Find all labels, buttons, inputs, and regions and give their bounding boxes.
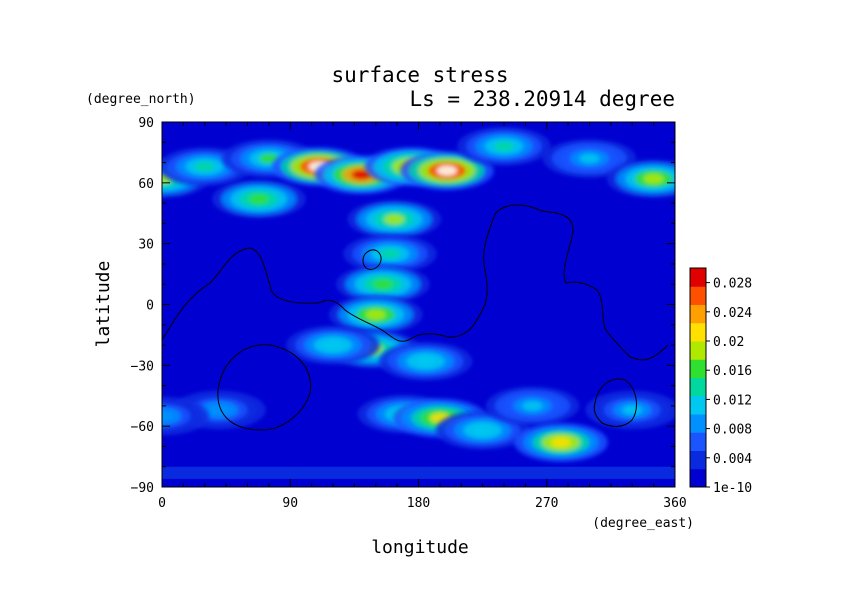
x-axis-label: longitude <box>371 537 469 558</box>
heatmap-plot-area: 0 90 180 270 360 90 60 30 0 −30 −60 −90 <box>131 116 687 511</box>
colorbar-frame <box>689 267 707 488</box>
colorbar-segment <box>690 286 706 305</box>
colorbar-tick-label: 0.02 <box>713 335 744 350</box>
heatmap-cell <box>485 386 580 426</box>
heatmap-cell <box>585 390 675 430</box>
y-tick-label: 0 <box>146 299 154 314</box>
heatmap-cell <box>336 264 430 304</box>
heatmap-cell <box>400 151 494 191</box>
y-tick-label: −30 <box>131 359 154 374</box>
heatmap-cell <box>343 234 437 274</box>
colorbar-segment <box>690 359 706 378</box>
heatmap-cell <box>162 396 209 436</box>
colorbar-segment <box>690 268 706 287</box>
x-tick-label: 180 <box>407 496 430 511</box>
colorbar-tick-label: 0.028 <box>713 277 752 292</box>
colorbar-tick-label: 0.016 <box>713 364 752 379</box>
colorbar-tick-label: 0.024 <box>713 306 752 321</box>
coastline-contour <box>162 204 669 361</box>
heatmap-cell <box>542 139 637 178</box>
colorbar-segment <box>690 414 706 433</box>
colorbar-segment <box>690 468 706 488</box>
heatmap-field <box>162 126 675 479</box>
y-tick-label: −60 <box>131 420 154 435</box>
southern-band <box>162 466 675 479</box>
y-axis-ticks: 90 60 30 0 −30 −60 −90 <box>131 116 675 496</box>
colorbar: 1e-10 0.004 0.008 0.012 0.016 0.02 0.024 0.028 <box>689 267 752 496</box>
heatmap-cell <box>328 295 423 335</box>
southeast-basin-contour <box>593 378 637 427</box>
heatmap-cell <box>457 126 551 166</box>
heatmap-cell <box>514 422 608 462</box>
heatmap-cell <box>606 159 675 199</box>
colorbar-segment <box>690 304 706 324</box>
x-tick-label: 0 <box>158 496 166 511</box>
colorbar-segment <box>690 395 706 415</box>
colorbar-tick-label: 0.008 <box>713 423 752 438</box>
y-tick-label: −90 <box>131 481 154 496</box>
x-tick-label: 270 <box>535 496 558 511</box>
y-tick-label: 60 <box>138 177 154 192</box>
colorbar-segment <box>690 377 706 397</box>
heatmap-cell <box>347 199 442 239</box>
colorbar-segment <box>690 432 706 451</box>
heatmap-cell <box>212 179 306 219</box>
y-unit-label: (degree_north) <box>86 92 196 107</box>
topography-contours <box>162 204 669 431</box>
y-tick-label: 90 <box>138 116 154 131</box>
chart-subtitle: Ls = 238.20914 degree <box>409 87 675 111</box>
southern-basin-contour <box>217 344 312 431</box>
y-axis-label: latitude <box>93 261 114 348</box>
x-axis-ticks: 0 90 180 270 360 <box>158 122 687 511</box>
colorbar-tick-label: 0.004 <box>713 452 752 467</box>
colorbar-segment <box>690 322 706 342</box>
heatmap-cell <box>378 341 473 381</box>
island-contour <box>362 249 382 270</box>
x-tick-label: 360 <box>663 496 686 511</box>
colorbar-segment <box>690 450 706 470</box>
colorbar-tick-label: 1e-10 <box>713 481 752 496</box>
y-tick-label: 30 <box>138 238 154 253</box>
colorbar-tick-label: 0.012 <box>713 393 752 408</box>
colorbar-segment <box>690 341 706 360</box>
chart-title: surface stress <box>331 63 508 87</box>
x-unit-label: (degree_east) <box>592 516 694 531</box>
heatmap-cell <box>286 325 380 365</box>
x-tick-label: 90 <box>282 496 298 511</box>
